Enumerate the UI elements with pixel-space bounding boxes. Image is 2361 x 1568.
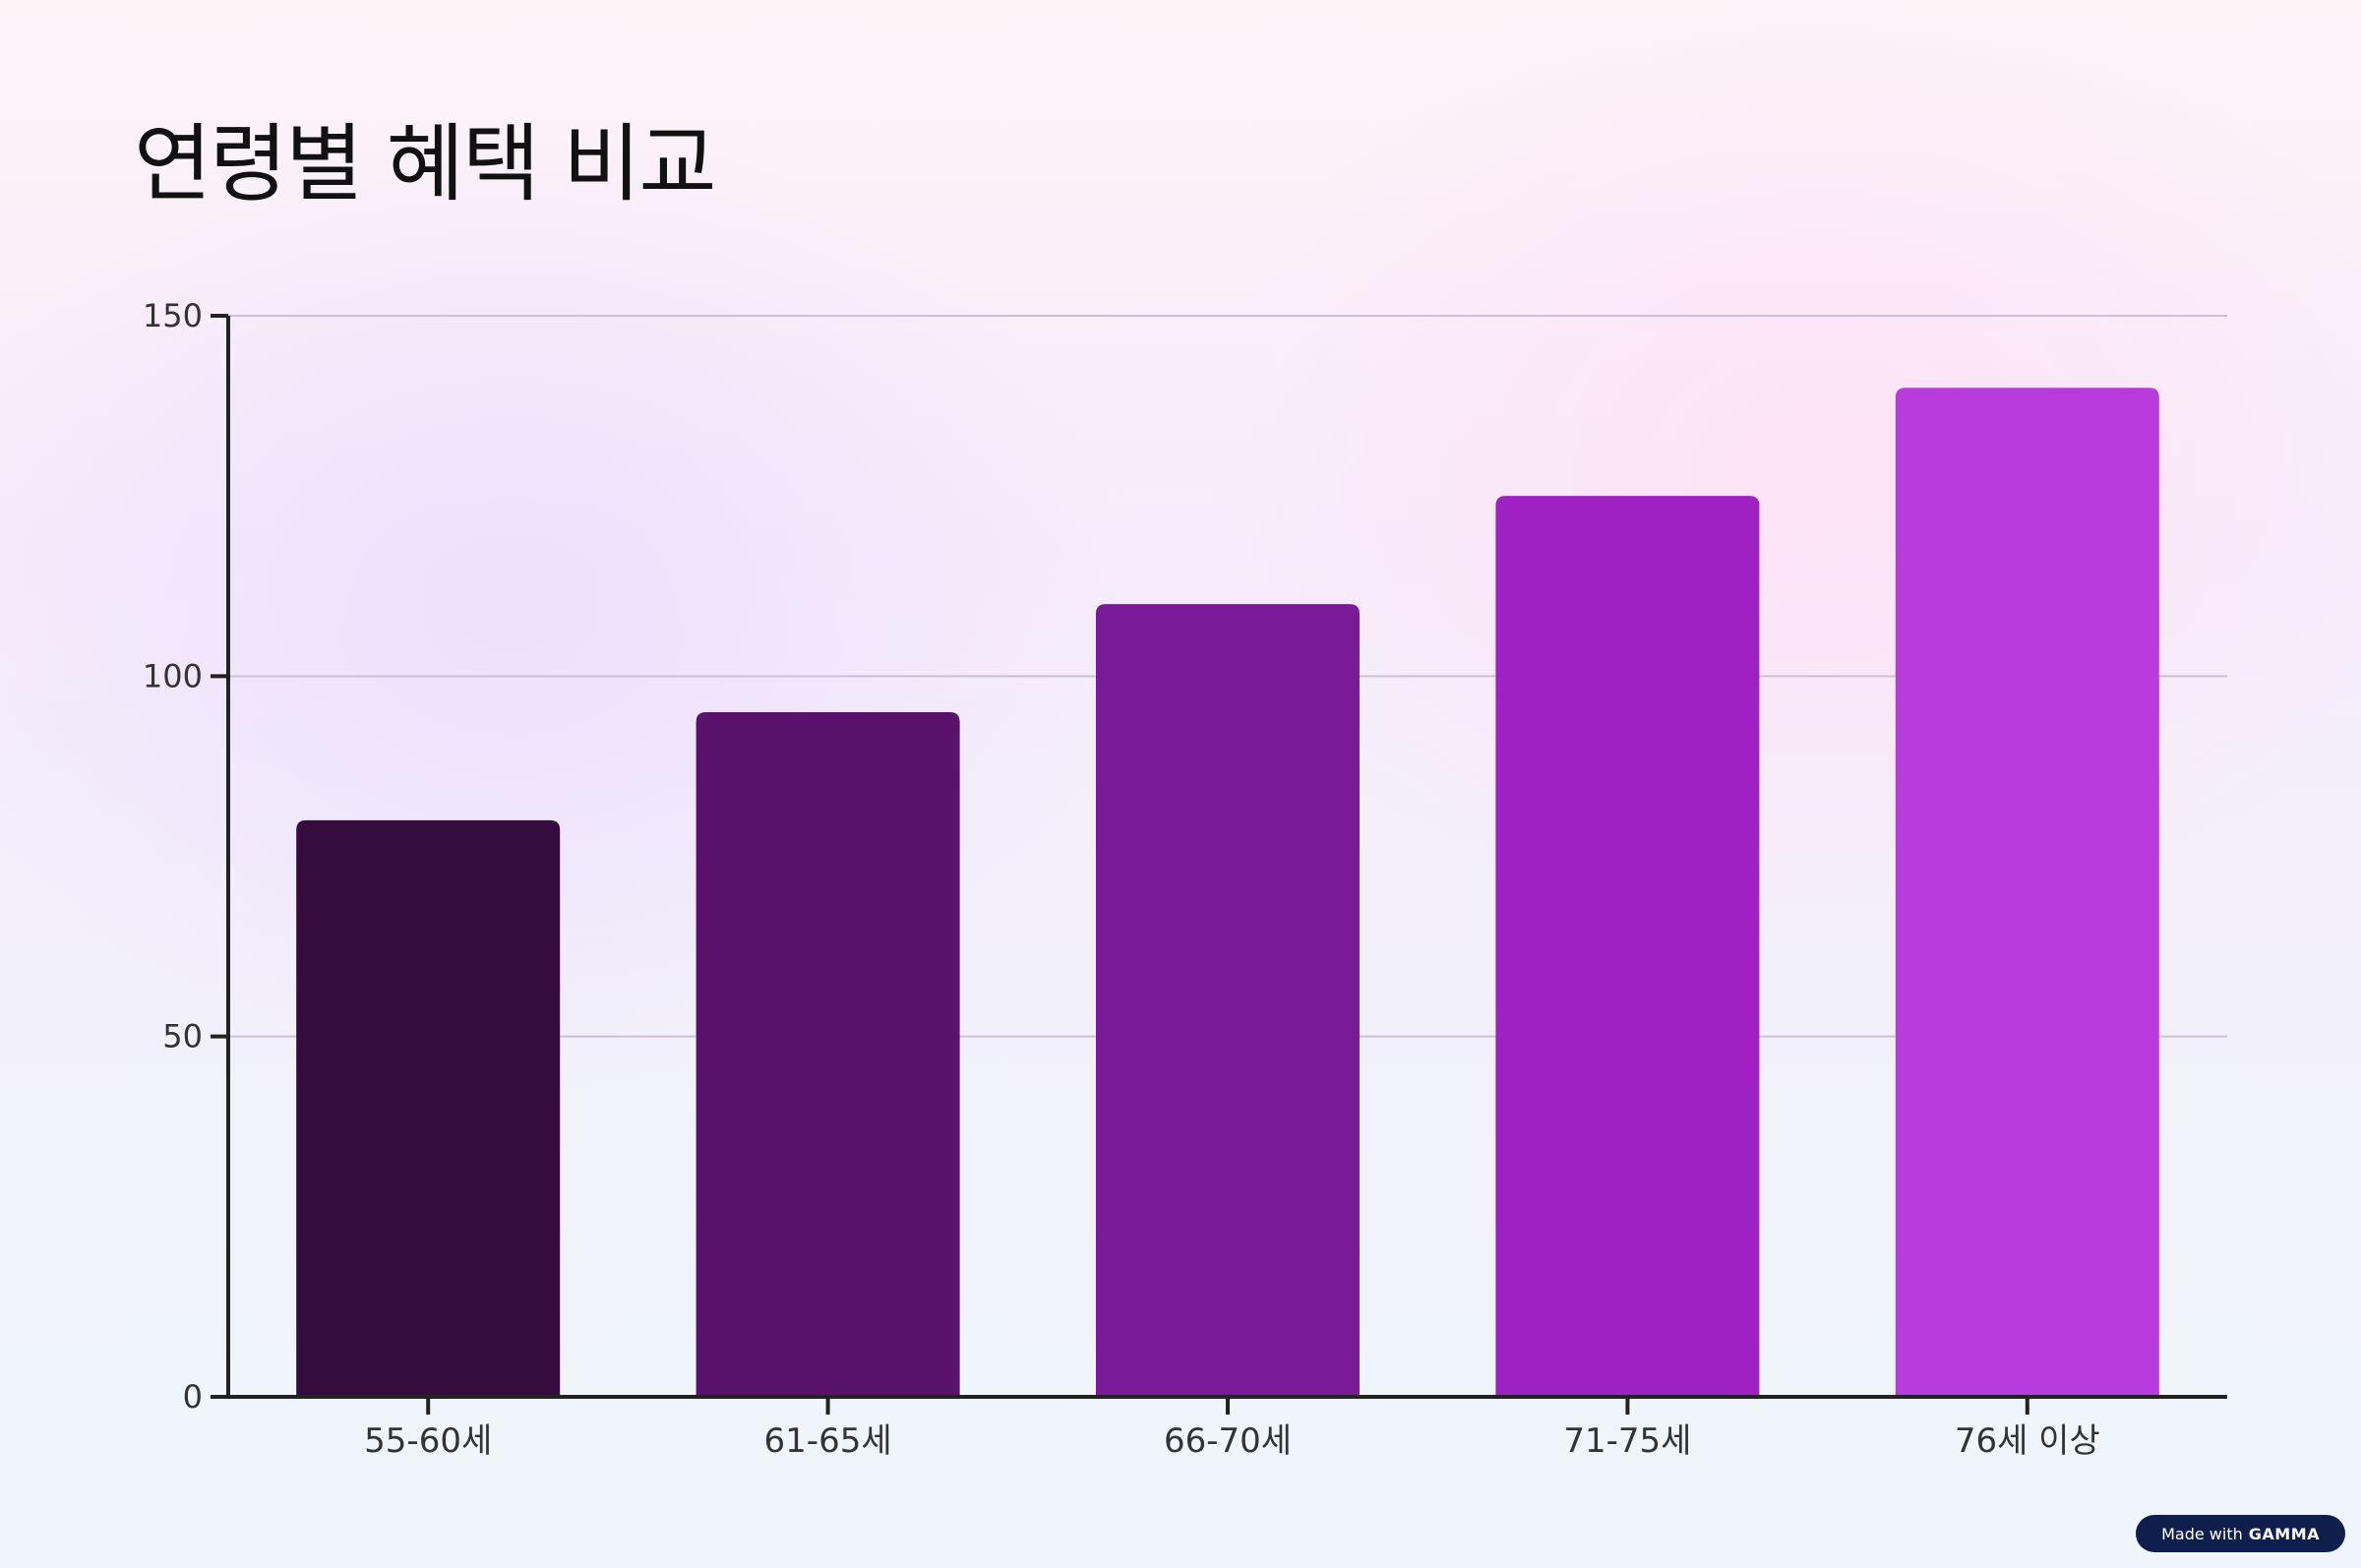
bar-3 (1096, 604, 1360, 1397)
bar-1 (296, 819, 561, 1397)
page-title: 연령별 혜택 비교 (134, 115, 717, 213)
bar-5 (1895, 388, 2159, 1398)
y-tick-label: 50 (162, 1018, 203, 1055)
made-with-gamma-badge[interactable]: Made with GAMMA (2136, 1515, 2345, 1552)
y-axis: 0 50 100 150 (143, 297, 230, 1416)
x-tick-label: 76세 이상 (1955, 1421, 2100, 1461)
x-tick-label: 66-70세 (1164, 1421, 1292, 1461)
x-tick-label: 61-65세 (764, 1421, 892, 1461)
x-tick-label: 55-60세 (364, 1421, 492, 1461)
y-tick-label: 0 (183, 1378, 203, 1416)
y-tick-label: 100 (143, 657, 203, 694)
bar-4 (1495, 496, 1760, 1398)
x-axis: 55-60세 61-65세 66-70세 71-75세 76세 이상 (226, 1395, 2227, 1461)
bars (296, 388, 2159, 1398)
y-tick-label: 150 (143, 297, 203, 334)
gamma-logo: GAMMA (2248, 1524, 2320, 1543)
bar-2 (696, 711, 960, 1397)
x-tick-label: 71-75세 (1563, 1421, 1691, 1461)
badge-text: Made with (2161, 1524, 2243, 1543)
